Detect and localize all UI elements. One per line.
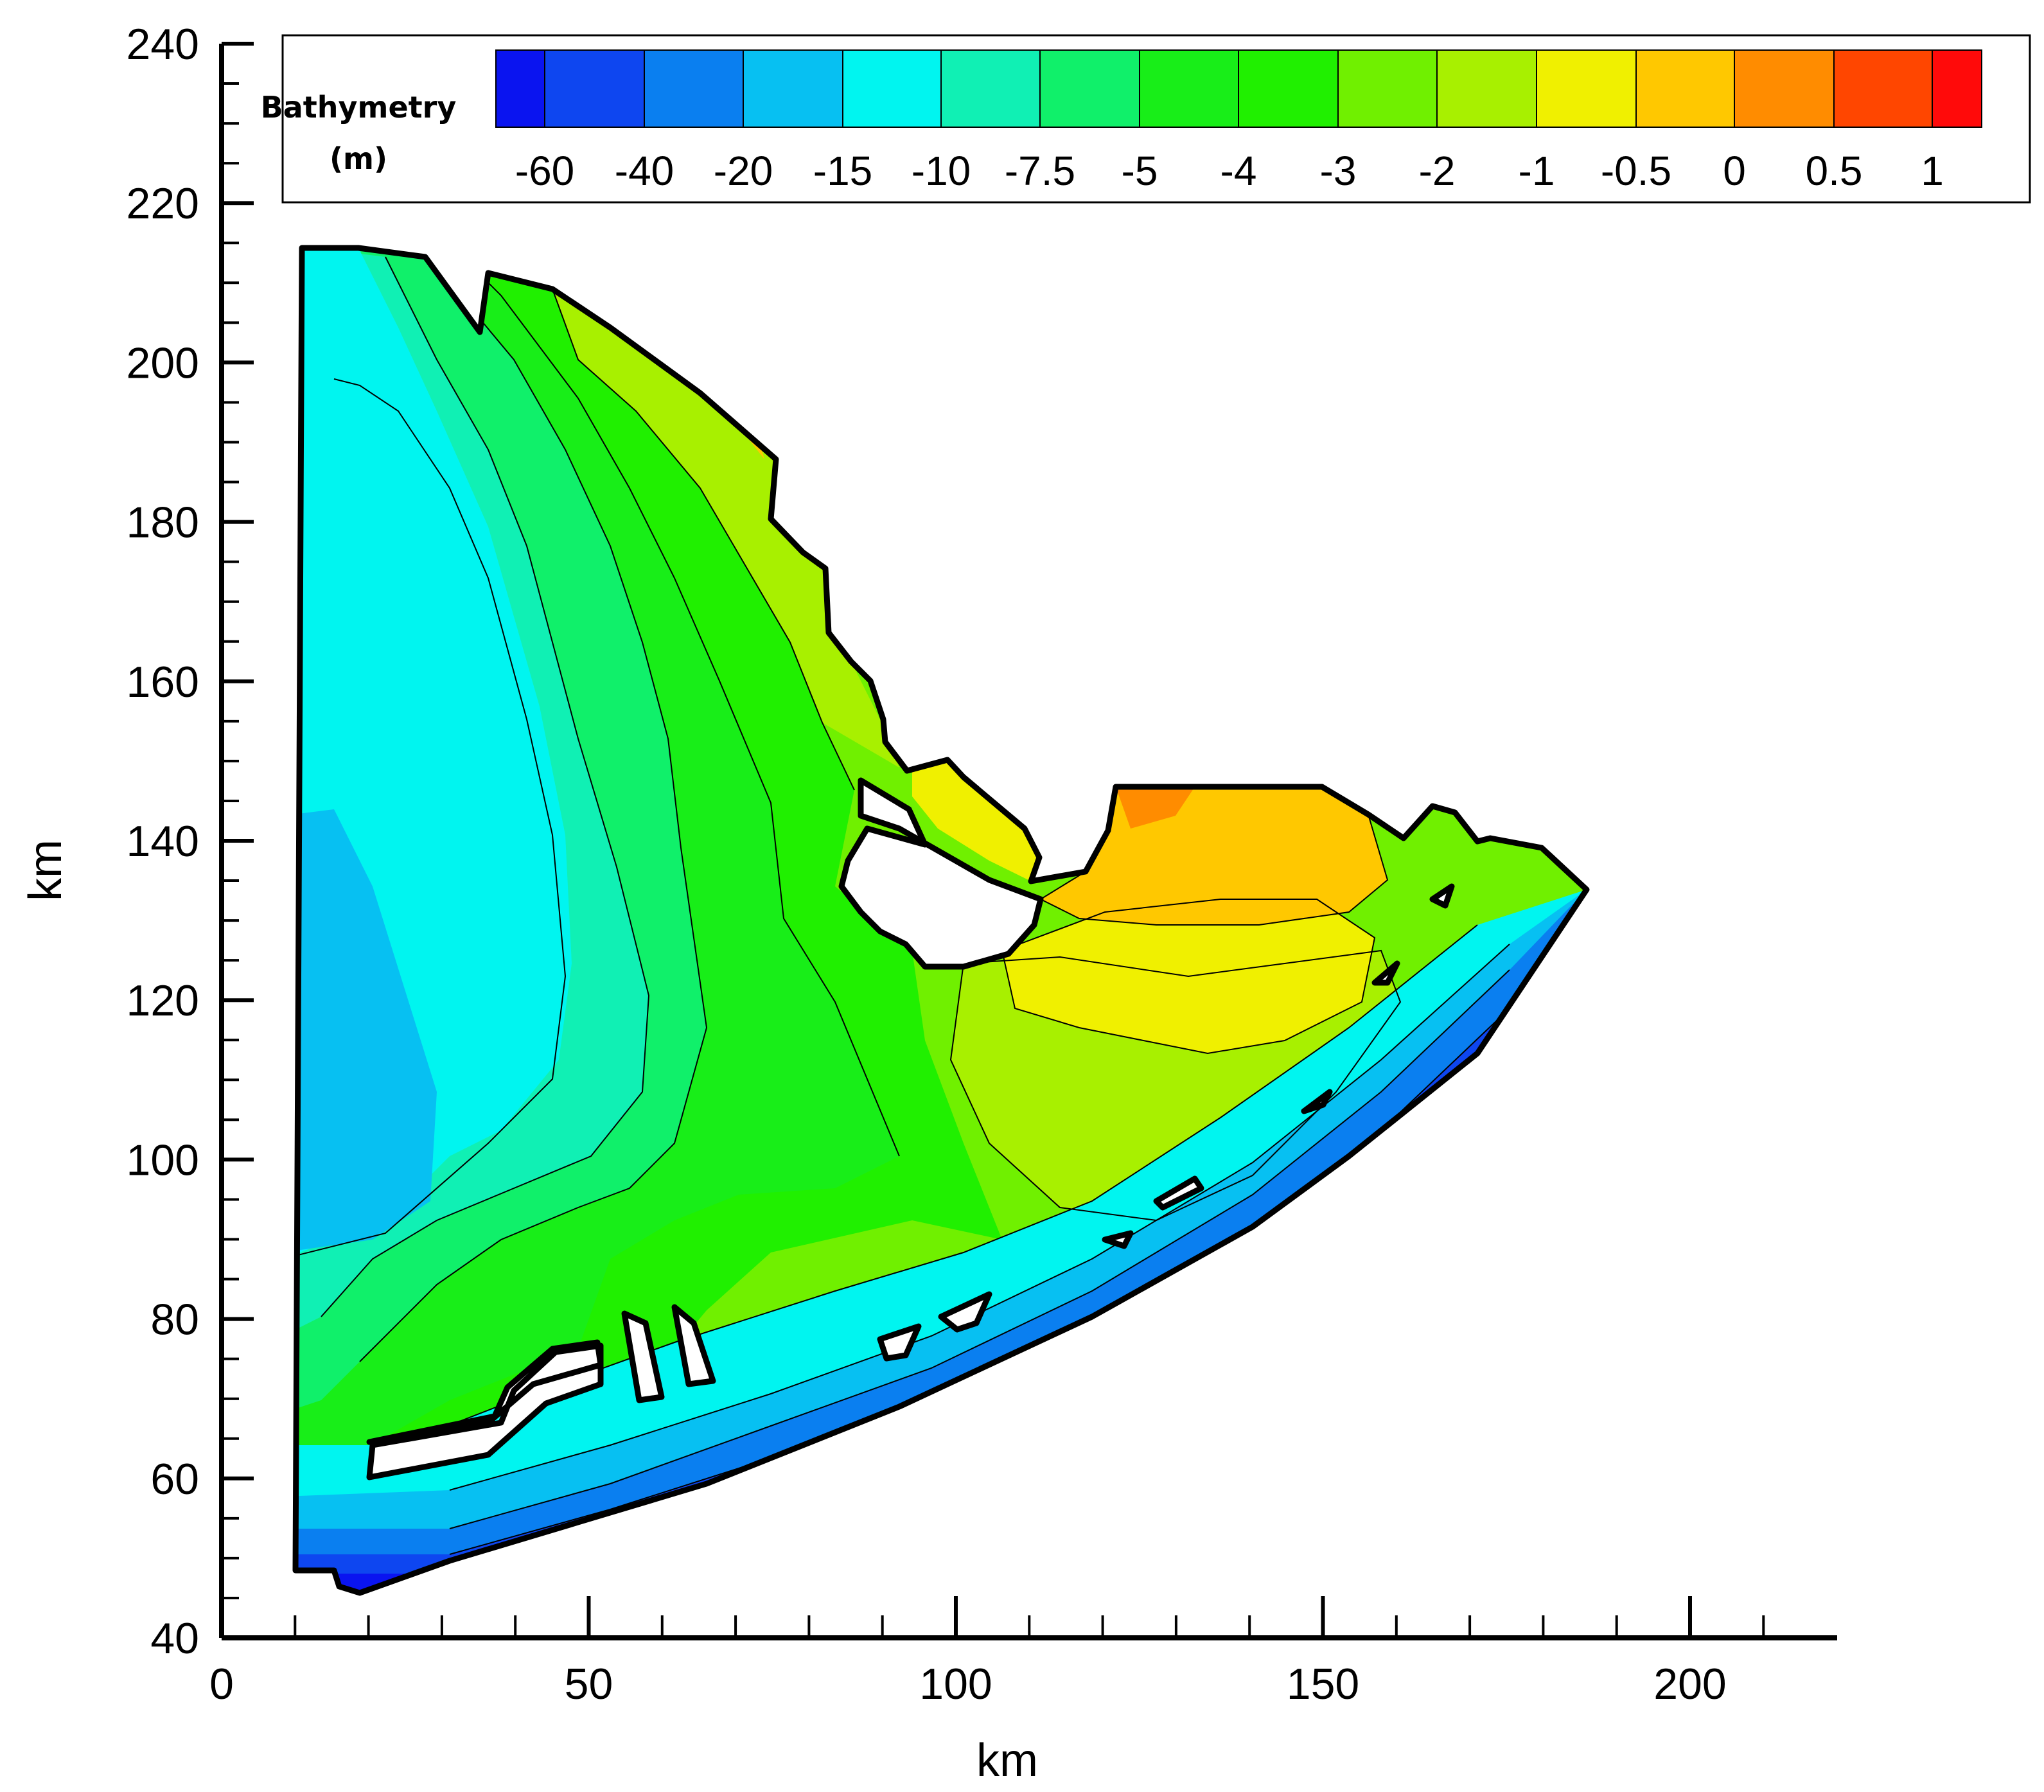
legend-swatches — [495, 49, 1982, 128]
y-ticks: 40 60 80 100 120 140 160 180 200 220 240 — [127, 20, 254, 1663]
legend-swatch — [1734, 49, 1835, 128]
legend-swatch — [544, 49, 645, 128]
legend-swatch — [1833, 49, 1933, 128]
island-keys-e — [1301, 1089, 1333, 1114]
legend-level-label: -10 — [912, 148, 971, 194]
legend-swatch — [842, 49, 942, 128]
legend-level-label: -0.5 — [1601, 148, 1671, 194]
legend-swatch — [1536, 49, 1637, 128]
legend-swatch — [1635, 49, 1735, 128]
band-minus1-keys — [912, 761, 1041, 881]
y-tick-label: 60 — [150, 1455, 199, 1504]
land-islands — [366, 777, 1455, 1480]
legend-level-label: -20 — [714, 148, 773, 194]
domain-outline — [292, 245, 1590, 1596]
x-tick-label: 0 — [209, 1660, 234, 1709]
band-0 — [1116, 787, 1195, 829]
contour-lines — [295, 248, 1510, 1555]
legend-title-line2: (m) — [330, 141, 387, 176]
y-tick-label: 240 — [127, 20, 199, 69]
island-keys-c — [1102, 1230, 1134, 1249]
island-keys-g — [1429, 883, 1455, 909]
island-keys-f — [1371, 960, 1400, 986]
band-minus0_5-bay — [1041, 787, 1388, 925]
x-ticks: 0 50 100 150 200 — [209, 1596, 1765, 1709]
band-minus20 — [295, 809, 437, 1252]
legend-swatch — [495, 49, 545, 128]
legend-level-label: 1 — [1921, 148, 1944, 194]
y-tick-label: 160 — [127, 658, 199, 707]
legend: Bathymetry (m) -60 -40 -20 -15 -10 -7.5 -5 -4 -3… — [261, 34, 2031, 204]
island-keys-a — [877, 1323, 922, 1362]
y-tick-label: 140 — [127, 817, 199, 866]
y-tick-label: 100 — [127, 1136, 199, 1184]
island-west-a — [366, 1339, 604, 1480]
legend-level-label: -3 — [1320, 148, 1357, 194]
y-tick-label: 200 — [127, 338, 199, 387]
legend-level-label: -5 — [1122, 148, 1158, 194]
legend-level-label: 0 — [1723, 148, 1746, 194]
legend-swatch — [1039, 49, 1140, 128]
island-west-b — [621, 1310, 665, 1403]
band-minus2-north — [552, 289, 899, 768]
legend-level-label: -15 — [813, 148, 873, 194]
legend-swatch — [1337, 49, 1438, 128]
legend-title-line1: Bathymetry — [261, 90, 457, 125]
legend-swatch — [940, 49, 1041, 128]
legend-level-label: -7.5 — [1005, 148, 1075, 194]
legend-swatch — [1932, 49, 1982, 128]
legend-level-label: -1 — [1519, 148, 1555, 194]
y-tick-label: 220 — [127, 179, 199, 228]
legend-level-label: -2 — [1419, 148, 1456, 194]
island-keys-d — [1153, 1175, 1204, 1211]
y-tick-label: 80 — [150, 1296, 199, 1344]
legend-labels: -60 -40 -20 -15 -10 -7.5 -5 -4 -3 -2 -1 -0.5 0 0.5 1 — [515, 148, 1944, 194]
y-tick-label: 120 — [127, 976, 199, 1025]
axes: 40 60 80 100 120 140 160 180 200 220 240 0 50 100 150… — [20, 20, 1837, 1786]
legend-level-label: 0.5 — [1806, 148, 1863, 194]
y-tick-label: 40 — [150, 1614, 199, 1663]
x-tick-label: 150 — [1287, 1660, 1359, 1709]
x-tick-label: 100 — [919, 1660, 992, 1709]
mainland-notch — [838, 777, 1044, 970]
y-axis-title: km — [20, 839, 71, 901]
legend-swatch — [644, 49, 744, 128]
legend-swatch — [743, 49, 843, 128]
y-tick-label: 180 — [127, 498, 199, 547]
legend-level-label: -60 — [515, 148, 575, 194]
legend-level-label: -4 — [1220, 148, 1257, 194]
x-tick-label: 50 — [565, 1660, 613, 1709]
legend-swatch — [1238, 49, 1339, 128]
legend-level-label: -40 — [615, 148, 674, 194]
x-axis-title: km — [976, 1735, 1038, 1786]
legend-swatch — [1139, 49, 1239, 128]
x-tick-label: 200 — [1653, 1660, 1726, 1709]
legend-swatch — [1436, 49, 1537, 128]
island-keys-b — [938, 1291, 992, 1333]
island-west-c — [671, 1304, 716, 1387]
